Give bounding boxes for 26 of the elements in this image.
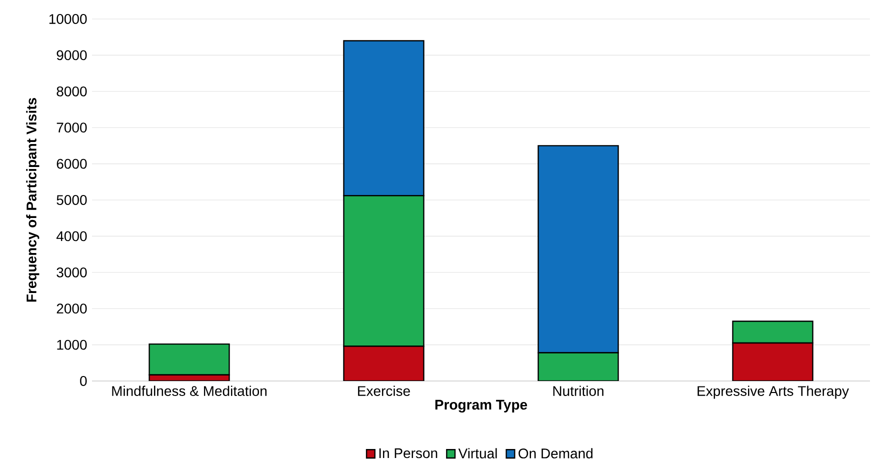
- x-axis-title: Program Type: [435, 400, 528, 413]
- x-tick-label: Mindfulness & Meditation: [112, 386, 267, 396]
- y-tick-label: 9000: [56, 50, 87, 60]
- y-tick-label: 2000: [56, 304, 87, 314]
- legend-label: Virtual: [458, 448, 497, 459]
- x-tick-label: Exercise: [358, 386, 410, 396]
- x-tick-label: Expressive Arts Therapy: [698, 386, 849, 399]
- legend-label: On Demand: [518, 448, 592, 459]
- y-tick-label: 4000: [56, 231, 87, 242]
- bar: [732, 342, 814, 382]
- y-tick-label: 3000: [56, 268, 87, 278]
- bar: [343, 195, 424, 348]
- legend-label: In Person: [379, 448, 438, 458]
- y-tick-label: 1000: [57, 340, 87, 350]
- y-axis-title: Frequency of Participant Visits: [26, 98, 40, 302]
- y-tick-label: 6000: [56, 159, 87, 169]
- y-tick-label: 0: [80, 376, 87, 386]
- bar: [343, 346, 424, 382]
- x-tick-label: Nutrition: [553, 386, 604, 396]
- y-tick-label: 5000: [56, 195, 87, 206]
- y-tick-label: 10000: [49, 14, 87, 24]
- bar: [148, 344, 230, 376]
- y-tick-label: 7000: [56, 122, 87, 133]
- bar: [732, 320, 814, 344]
- bar: [538, 352, 619, 382]
- y-tick-label: 8000: [56, 86, 87, 97]
